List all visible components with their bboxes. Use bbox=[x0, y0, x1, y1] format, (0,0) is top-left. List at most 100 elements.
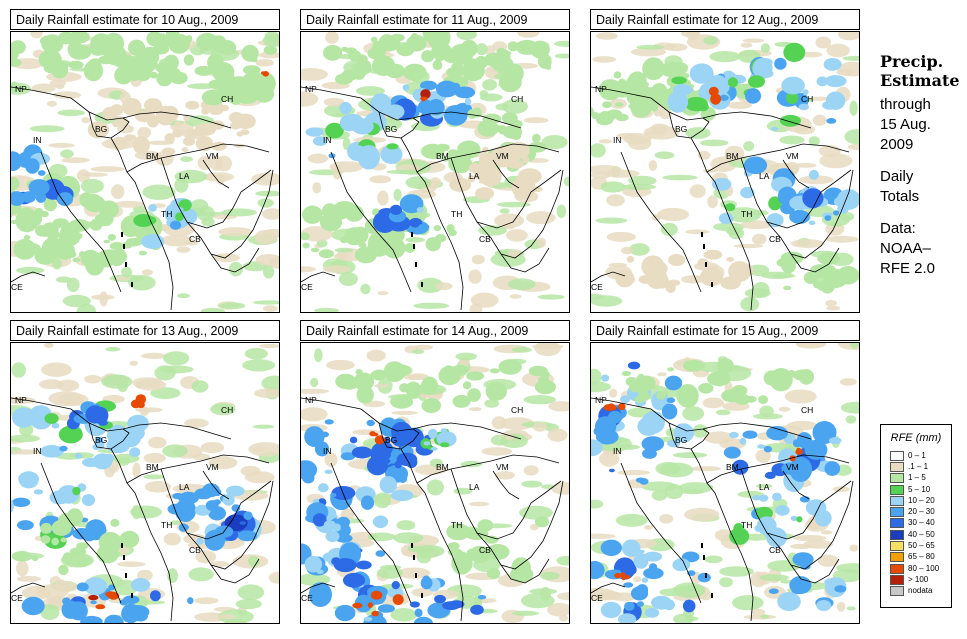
rain-cell bbox=[180, 156, 193, 162]
rain-cell bbox=[352, 602, 363, 609]
rain-cell bbox=[326, 359, 355, 371]
rain-cell bbox=[812, 421, 837, 444]
rain-cell bbox=[18, 471, 39, 487]
rain-cell bbox=[263, 264, 275, 279]
rain-cell bbox=[532, 343, 564, 350]
rain-cell bbox=[48, 142, 75, 148]
rain-cell bbox=[779, 114, 801, 127]
rain-cell bbox=[135, 394, 147, 405]
rain-cell bbox=[192, 453, 211, 461]
rain-cell bbox=[366, 349, 386, 362]
rain-cell bbox=[466, 371, 485, 381]
rain-cell bbox=[360, 495, 375, 510]
country-label-la: LA bbox=[469, 482, 480, 492]
rain-cell bbox=[745, 88, 761, 104]
rain-cell bbox=[62, 294, 91, 308]
rain-cell bbox=[338, 608, 351, 617]
rain-cell bbox=[477, 595, 487, 600]
rain-cell bbox=[613, 71, 622, 79]
rain-cell bbox=[779, 135, 805, 145]
rain-cell bbox=[242, 359, 276, 372]
rain-cell bbox=[748, 75, 765, 88]
rain-cell bbox=[724, 203, 736, 212]
rain-cell bbox=[175, 212, 184, 222]
country-border bbox=[160, 468, 272, 540]
rain-cell bbox=[60, 537, 67, 543]
rain-cell bbox=[81, 117, 91, 124]
rain-cell bbox=[718, 212, 734, 225]
country-border bbox=[591, 86, 812, 129]
rain-cell bbox=[435, 282, 453, 291]
rain-cell bbox=[644, 524, 653, 530]
rain-cell bbox=[429, 458, 443, 468]
rain-cell bbox=[643, 551, 662, 562]
rain-cell bbox=[101, 374, 133, 389]
rain-cell bbox=[435, 80, 458, 98]
rain-cell bbox=[375, 550, 386, 557]
rain-cell bbox=[262, 305, 278, 312]
rain-cell bbox=[844, 129, 859, 145]
rain-cell bbox=[371, 610, 379, 617]
rain-cell bbox=[175, 207, 184, 212]
rain-cell bbox=[478, 225, 507, 236]
rain-cell bbox=[330, 492, 337, 498]
rain-cell bbox=[756, 516, 777, 535]
rain-cell bbox=[618, 613, 637, 623]
rain-cell bbox=[11, 434, 41, 443]
legend-swatch bbox=[890, 586, 904, 597]
rain-cell bbox=[732, 459, 749, 475]
rain-cell bbox=[642, 57, 665, 81]
country-label-ce: CE bbox=[591, 282, 603, 292]
rain-cell bbox=[621, 370, 632, 377]
legend-item: 80 – 100 bbox=[881, 563, 951, 574]
rain-cell bbox=[771, 274, 796, 278]
side-data-source: NOAA– bbox=[880, 240, 931, 257]
rain-cell bbox=[29, 407, 53, 430]
rain-cell bbox=[318, 249, 334, 259]
rain-cell bbox=[15, 209, 39, 233]
country-border bbox=[476, 169, 564, 259]
rain-cell bbox=[31, 555, 39, 562]
panel-title: Daily Rainfall estimate for 15 Aug., 200… bbox=[590, 320, 860, 341]
country-label-cb: CB bbox=[769, 545, 781, 555]
rain-cell bbox=[76, 559, 89, 568]
rain-cell bbox=[235, 598, 262, 610]
rain-cell bbox=[81, 494, 96, 506]
country-label-np: NP bbox=[305, 84, 317, 94]
rain-cell bbox=[809, 96, 830, 102]
rain-cell bbox=[627, 361, 641, 370]
rain-cell bbox=[594, 416, 617, 437]
rain-cell bbox=[91, 39, 106, 50]
rain-cell bbox=[130, 578, 151, 592]
rain-cell bbox=[537, 53, 552, 69]
rain-cell bbox=[517, 32, 540, 38]
rain-cell bbox=[220, 104, 229, 112]
rain-cell bbox=[113, 200, 145, 208]
rain-cell bbox=[758, 58, 773, 67]
rain-cell bbox=[357, 145, 380, 170]
rain-cell bbox=[591, 561, 605, 580]
rain-cell bbox=[469, 407, 482, 412]
rain-cell bbox=[58, 425, 83, 444]
rain-cell bbox=[689, 63, 714, 84]
rain-cell bbox=[196, 32, 219, 51]
rain-cell bbox=[58, 564, 69, 576]
rain-cell bbox=[484, 535, 499, 544]
rain-cell bbox=[780, 579, 793, 584]
rain-cell bbox=[614, 572, 623, 579]
rain-cell bbox=[372, 515, 389, 529]
rain-cell bbox=[205, 500, 219, 511]
rain-cell bbox=[402, 84, 410, 91]
legend-label: 50 – 65 bbox=[908, 541, 935, 551]
rain-cell bbox=[420, 80, 437, 91]
rain-cell bbox=[46, 100, 58, 107]
rain-cell bbox=[257, 198, 274, 208]
rain-cell bbox=[760, 43, 771, 54]
rain-cell bbox=[505, 433, 514, 441]
rain-cell bbox=[11, 551, 33, 562]
legend-swatch bbox=[890, 529, 904, 540]
country-label-th: TH bbox=[741, 520, 753, 530]
legend-swatch bbox=[890, 518, 904, 529]
